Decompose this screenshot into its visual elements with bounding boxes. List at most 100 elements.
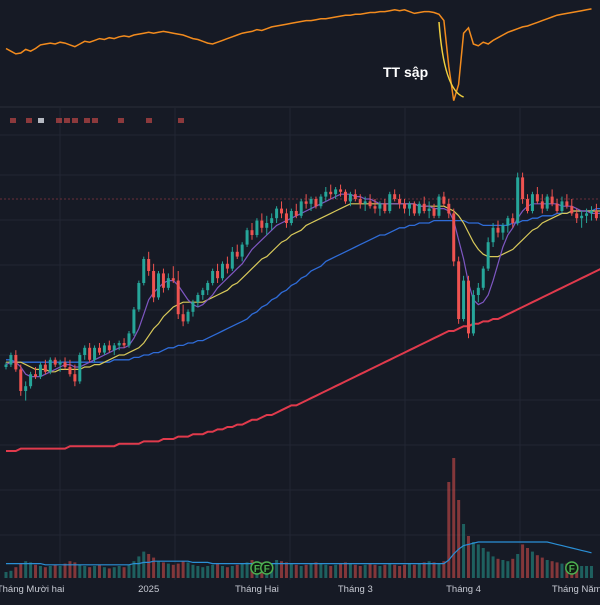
- volume-bar: [128, 565, 131, 578]
- candle: [255, 218, 258, 237]
- volume-bar: [393, 565, 396, 578]
- candle-body: [437, 197, 440, 216]
- heatmap-cell: [72, 118, 78, 123]
- candle: [437, 194, 440, 218]
- candle-body: [59, 362, 62, 364]
- candle-body: [177, 281, 180, 315]
- candle: [246, 228, 249, 247]
- candle-body: [300, 201, 303, 215]
- candle-body: [182, 314, 185, 321]
- volume-bar: [314, 562, 317, 578]
- volume-bar: [541, 558, 544, 578]
- volume-bar: [580, 566, 583, 578]
- volume-bar: [452, 458, 455, 578]
- candle-body: [575, 213, 578, 218]
- x-axis-tick-label: Tháng Mười hai: [0, 584, 64, 595]
- volume-bar: [206, 566, 209, 578]
- candle-body: [580, 216, 583, 218]
- candle: [531, 192, 534, 214]
- candle: [472, 290, 475, 336]
- volume-bar: [497, 559, 500, 578]
- candle-body: [187, 312, 190, 322]
- volume-bar: [44, 567, 47, 578]
- candle-body: [54, 360, 57, 365]
- volume-bar: [285, 562, 288, 578]
- candle-body: [447, 204, 450, 214]
- candle-body: [457, 261, 460, 319]
- candle-body: [9, 355, 12, 365]
- candle-body: [290, 211, 293, 223]
- volume-bar: [560, 564, 563, 578]
- volume-bar: [236, 565, 239, 578]
- candle-body: [398, 199, 401, 204]
- candle-body: [329, 192, 332, 194]
- candle-body: [24, 386, 27, 391]
- candle-body: [265, 223, 268, 228]
- candle: [128, 331, 131, 348]
- candle: [49, 357, 52, 374]
- candle-body: [418, 204, 421, 214]
- volume-bar: [506, 561, 509, 578]
- volume-bar: [447, 482, 450, 578]
- volume-bar: [113, 567, 116, 578]
- candle-body: [88, 348, 91, 360]
- candle-body: [49, 360, 52, 372]
- volume-bar: [388, 564, 391, 578]
- volume-bar: [93, 566, 96, 578]
- candle-body: [132, 309, 135, 333]
- candle-body: [221, 264, 224, 278]
- candle-body: [359, 199, 362, 204]
- volume-bar: [182, 561, 185, 578]
- event-marker-label: F: [569, 564, 575, 575]
- candle: [78, 353, 81, 384]
- candle-body: [516, 177, 519, 223]
- candle-body: [433, 209, 436, 216]
- event-marker-label: F: [264, 564, 270, 575]
- candle-body: [206, 283, 209, 290]
- candle-body: [472, 295, 475, 333]
- volume-bar: [413, 565, 416, 578]
- candle-body: [442, 197, 445, 204]
- volume-bar: [34, 565, 37, 578]
- volume-bar: [310, 564, 313, 578]
- candle-body: [211, 271, 214, 283]
- candle-body: [123, 343, 126, 345]
- x-axis-tick-label: Tháng Năm: [552, 584, 600, 595]
- candle-body: [246, 230, 249, 244]
- volume-bar: [216, 564, 219, 578]
- candle-body: [128, 333, 131, 345]
- candle-body: [349, 194, 352, 201]
- candle-body: [319, 197, 322, 207]
- volume-bar: [29, 562, 32, 578]
- volume-bar: [226, 567, 229, 578]
- volume-bar: [147, 554, 150, 578]
- candle-body: [275, 209, 278, 219]
- candle-body: [551, 197, 554, 204]
- candle-body: [78, 355, 81, 381]
- candle: [516, 173, 519, 226]
- volume-bar: [221, 566, 224, 578]
- heatmap-cell: [178, 118, 184, 123]
- volume-bar: [19, 564, 22, 578]
- candle-body: [590, 211, 593, 213]
- candle: [452, 209, 455, 267]
- candle-body: [364, 201, 367, 203]
- volume-bar: [477, 544, 480, 578]
- volume-bar: [590, 566, 593, 578]
- candle: [211, 269, 214, 286]
- volume-bar: [482, 548, 485, 578]
- volume-bar: [531, 552, 534, 578]
- volume-bar: [467, 536, 470, 578]
- candle: [290, 209, 293, 226]
- candle-body: [39, 365, 42, 377]
- candle-body: [152, 271, 155, 297]
- heatmap-cell: [84, 118, 90, 123]
- candle-body: [565, 201, 568, 206]
- volume-bar: [344, 562, 347, 578]
- volume-bar: [54, 565, 57, 578]
- volume-bar: [487, 552, 490, 578]
- volume-bar: [418, 564, 421, 578]
- volume-bar: [546, 560, 549, 578]
- heatmap-cell: [146, 118, 152, 123]
